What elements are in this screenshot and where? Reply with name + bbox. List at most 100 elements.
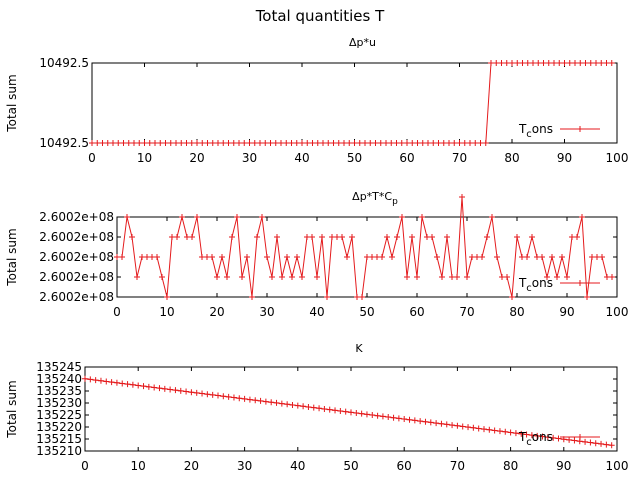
data-point [272,140,279,146]
x-tick-label: 50 [359,305,374,319]
data-point [390,414,397,421]
data-point [293,140,300,146]
data-point [321,405,328,412]
data-point [433,420,440,427]
chart-title: Δp*u [349,36,376,49]
data-point [172,387,179,394]
data-point [443,421,450,428]
data-point [484,234,490,240]
data-point [249,294,255,300]
data-point [264,254,270,260]
data-point [189,234,195,240]
data-point [278,140,284,146]
data-point [571,437,578,444]
legend-marker [577,126,583,132]
data-point [140,383,147,390]
x-tick-label: 80 [504,151,519,165]
data-point [534,432,541,439]
data-point [429,234,435,240]
x-tick-label: 90 [556,459,571,473]
chart-title: K [355,342,363,355]
x-tick-label: 40 [294,151,309,165]
data-point [294,402,301,409]
x-tick-label: 20 [189,151,204,165]
data-point [87,376,94,383]
data-point [188,389,195,396]
data-point [241,395,248,402]
data-point [556,60,563,66]
data-point [514,60,521,66]
data-point [465,424,472,431]
data-point [440,140,447,146]
data-point [572,60,578,66]
data-point [598,440,605,447]
data-point [475,425,482,432]
data-point [234,214,240,220]
data-point [225,393,232,400]
data-point [103,378,110,385]
data-point [215,140,221,146]
data-point [120,140,127,146]
data-point [561,60,568,66]
data-point [267,140,274,146]
data-point [259,214,265,220]
data-point [204,391,211,398]
data-point [288,140,295,146]
x-tick-label: 30 [242,151,257,165]
x-tick-label: 90 [557,151,572,165]
data-point [358,410,365,417]
legend: Tcons [518,122,600,140]
data-point [372,140,379,146]
data-point [179,214,185,220]
data-point [199,140,206,146]
data-point [173,140,179,146]
y-tick-label: 135235 [36,384,82,398]
data-point [464,274,470,280]
data-point [593,60,599,66]
data-point [417,418,424,425]
data-point [528,432,535,439]
data-point [177,387,184,394]
data-point [587,60,594,66]
x-tick-label: 60 [397,459,412,473]
data-point [404,140,410,146]
data-point [92,377,99,384]
data-point [509,60,515,66]
data-point [507,429,514,436]
x-tick-label: 10 [131,459,146,473]
data-point [262,398,269,405]
data-point [131,140,137,146]
data-point [229,234,235,240]
data-point [314,140,321,146]
data-point [193,389,200,396]
data-point [236,140,242,146]
data-point [454,422,461,429]
data-point [582,60,589,66]
y-tick-label: 135245 [36,360,82,374]
data-point [389,254,395,260]
data-point [274,234,280,240]
y-tick-label: 135210 [36,444,82,458]
data-point [566,436,573,443]
data-point [603,60,610,66]
data-point [384,234,390,240]
data-point [377,140,384,146]
data-point [535,60,542,66]
data-point [608,442,615,449]
y-tick-label: 2.6002e+08 [39,290,114,304]
data-point [342,408,349,415]
series-line [117,196,612,298]
x-tick-label: 80 [509,305,524,319]
data-point [523,431,530,438]
data-point [299,140,305,146]
x-tick-label: 60 [409,305,424,319]
data-point [284,254,290,260]
legend: Tcons [518,430,600,448]
data-point [477,140,484,146]
data-point [346,140,353,146]
data-point [549,254,555,260]
data-point [446,140,452,146]
data-point [136,140,143,146]
data-point [230,394,237,401]
data-point [530,60,536,66]
